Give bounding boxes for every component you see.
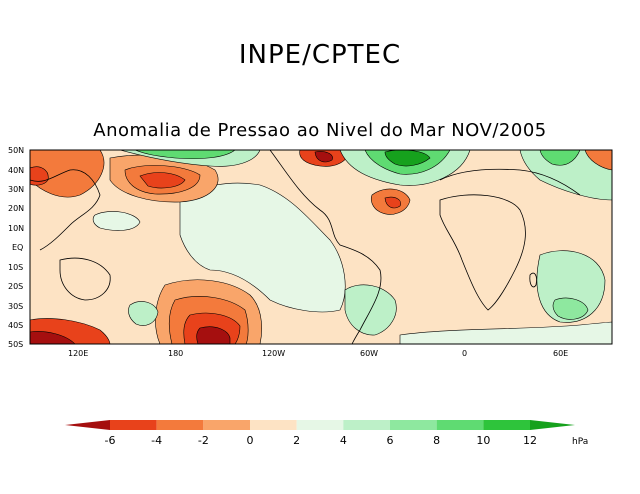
colorbar-tick-label: 8 [433,434,440,447]
colorbar-segment [343,420,390,430]
colorbar-segment [156,420,204,430]
south-pacific-low-center [196,326,231,344]
coastlines [30,150,581,344]
colorbar-tick-label: 10 [476,434,490,447]
lon-label: 120W [262,349,285,358]
colorbar-segment [390,420,437,430]
lon-label: 60E [553,349,568,358]
colorbar-tick-label: -4 [151,434,162,447]
map-frame [29,149,613,345]
longitude-axis: 120E 180 120W 60W 0 60E [68,349,568,358]
colorbar-tick-label: 4 [340,434,347,447]
lat-label: 10N [8,224,24,233]
north-america-low-core [314,151,333,163]
southwest-low-core [30,331,76,344]
lat-label: 10S [8,263,23,272]
atlantic-low-core [384,196,401,209]
eurasia-high-core [539,150,581,166]
lat-label: 40S [8,321,23,330]
colorbar-segment [250,420,297,430]
lat-label: 30S [8,302,23,311]
colorbar-right-triangle [530,420,575,430]
colorbar-segment [110,420,157,430]
pacific-neutral-region [179,182,346,313]
colorbar-tick-label: 2 [293,434,300,447]
lat-label: 50S [8,340,23,349]
gulf-alaska-high-core [134,150,236,160]
colorbar-segments [65,420,575,430]
colorbar-tick-label: -2 [198,434,209,447]
lon-label: 120E [68,349,88,358]
lat-label: 20S [8,282,23,291]
colorbar-tick-label: 0 [247,434,254,447]
far-east-low [584,150,612,171]
lat-label: EQ [12,243,23,252]
colorbar-unit: hPa [572,437,588,447]
colorbar-labels: -6 -4 -2 0 2 4 6 8 10 12 [105,434,537,447]
eurasia-high [519,150,612,201]
colorbar-tick-label: 6 [387,434,394,447]
asia-low [30,150,105,198]
map-title: Anomalia de Pressao ao Nivel do Mar NOV/… [93,120,547,141]
tasman-high [128,301,159,326]
colorbar: -6 -4 -2 0 2 4 6 8 10 12 hPa [65,420,588,447]
colorbar-tick-label: -6 [105,434,116,447]
lat-label: 50N [8,146,24,155]
colorbar-segment [436,420,484,430]
lat-label: 20N [8,204,24,213]
latitude-axis: 50N 40N 30N 20N 10N EQ 10S 20S 30S 40S 5… [8,146,24,349]
colorbar-segment [296,420,344,430]
colorbar-segment [203,420,250,430]
lon-label: 180 [168,349,183,358]
tropical-pacific-high [92,211,141,231]
lon-label: 0 [462,349,467,358]
anomaly-map: 50N 40N 30N 20N 10N EQ 10S 20S 30S 40S 5… [8,146,613,358]
lon-label: 60W [360,349,378,358]
lat-label: 40N [8,166,24,175]
north-pacific-low-center [139,172,186,189]
colorbar-segment [483,420,530,430]
colorbar-left-triangle [65,420,110,430]
header-title: INPE/CPTEC [238,40,402,70]
south-indian-high-core [552,297,589,320]
colorbar-tick-label: 12 [523,434,537,447]
lat-label: 30N [8,185,24,194]
